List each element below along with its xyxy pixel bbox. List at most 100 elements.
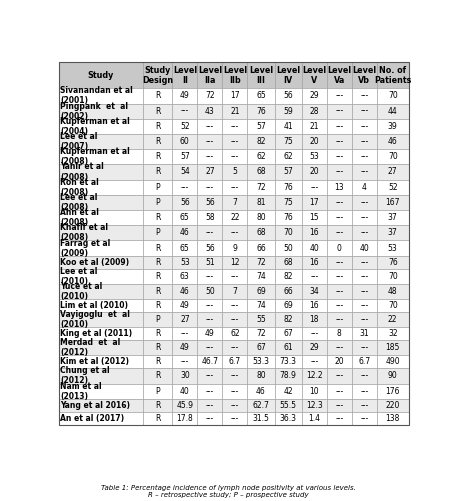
Bar (247, 299, 274, 312)
Bar (326, 399, 351, 412)
Text: Khafif et al
(2008): Khafif et al (2008) (60, 223, 108, 242)
Text: ---: --- (205, 152, 213, 161)
Text: 46: 46 (387, 137, 397, 146)
Bar (376, 368, 408, 384)
Bar (142, 355, 172, 368)
Text: ---: --- (359, 315, 368, 324)
Bar (376, 210, 408, 225)
Text: 57: 57 (256, 122, 265, 131)
Text: ---: --- (359, 213, 368, 222)
Bar (301, 256, 326, 269)
Text: P: P (155, 198, 160, 207)
Text: 72: 72 (256, 329, 265, 338)
Bar (376, 134, 408, 149)
Text: 30: 30 (180, 371, 189, 380)
Text: 29: 29 (309, 343, 318, 352)
Text: ---: --- (180, 107, 188, 116)
Bar (172, 269, 197, 284)
Text: 21: 21 (230, 107, 239, 116)
Text: 27: 27 (387, 167, 397, 176)
Text: ---: --- (205, 315, 213, 324)
Text: 69: 69 (256, 287, 265, 296)
Text: 6.7: 6.7 (228, 357, 240, 366)
Bar (142, 164, 172, 180)
Bar (326, 355, 351, 368)
Text: 90: 90 (387, 371, 397, 380)
Bar (351, 164, 376, 180)
Text: 20: 20 (309, 167, 318, 176)
Bar (301, 312, 326, 327)
Text: 67: 67 (283, 329, 293, 338)
Text: 70: 70 (387, 152, 397, 161)
Bar (326, 134, 351, 149)
Bar (142, 384, 172, 399)
Bar (197, 284, 222, 299)
Text: 185: 185 (384, 343, 399, 352)
Bar (59, 327, 142, 340)
Text: 62: 62 (256, 152, 265, 161)
Text: 22: 22 (387, 315, 397, 324)
Bar (59, 195, 142, 210)
Text: R: R (155, 258, 160, 267)
Bar (222, 225, 247, 240)
Text: P: P (155, 228, 160, 237)
Bar (351, 134, 376, 149)
Text: Kim et al (2012): Kim et al (2012) (60, 357, 129, 366)
Text: ---: --- (359, 287, 368, 296)
Bar (351, 327, 376, 340)
Text: 76: 76 (387, 258, 397, 267)
Bar (351, 368, 376, 384)
Text: Level
IIa: Level IIa (197, 66, 222, 85)
Bar (247, 210, 274, 225)
Text: ---: --- (205, 183, 213, 192)
Text: 8: 8 (336, 329, 341, 338)
Bar (197, 299, 222, 312)
Text: ---: --- (230, 387, 238, 396)
Text: R: R (155, 401, 160, 410)
Bar (376, 88, 408, 104)
Bar (172, 119, 197, 134)
Text: 16: 16 (309, 228, 318, 237)
Bar (172, 327, 197, 340)
Bar (59, 119, 142, 134)
Text: 76: 76 (283, 183, 293, 192)
Bar (142, 340, 172, 355)
Text: 53: 53 (180, 258, 189, 267)
Text: 56: 56 (180, 198, 189, 207)
Bar (351, 340, 376, 355)
Text: R: R (155, 122, 160, 131)
Text: 43: 43 (204, 107, 214, 116)
Bar (197, 384, 222, 399)
Bar (222, 62, 247, 88)
Text: 32: 32 (387, 329, 397, 338)
Bar (376, 284, 408, 299)
Bar (222, 384, 247, 399)
Bar (172, 312, 197, 327)
Text: ---: --- (205, 228, 213, 237)
Text: Study
Design: Study Design (142, 66, 173, 85)
Bar (197, 225, 222, 240)
Bar (222, 104, 247, 119)
Bar (326, 210, 351, 225)
Bar (247, 412, 274, 425)
Bar (351, 210, 376, 225)
Text: 5: 5 (232, 167, 237, 176)
Bar (274, 225, 301, 240)
Text: 50: 50 (283, 243, 293, 253)
Text: 17.8: 17.8 (176, 414, 193, 423)
Bar (222, 134, 247, 149)
Bar (172, 240, 197, 256)
Text: ---: --- (334, 287, 343, 296)
Text: ---: --- (359, 258, 368, 267)
Text: ---: --- (359, 167, 368, 176)
Bar (142, 256, 172, 269)
Text: ---: --- (359, 401, 368, 410)
Text: 13: 13 (334, 183, 344, 192)
Text: 52: 52 (387, 183, 397, 192)
Bar (301, 88, 326, 104)
Text: 60: 60 (180, 137, 189, 146)
Bar (172, 134, 197, 149)
Text: 75: 75 (283, 137, 293, 146)
Text: 82: 82 (256, 137, 265, 146)
Bar (59, 269, 142, 284)
